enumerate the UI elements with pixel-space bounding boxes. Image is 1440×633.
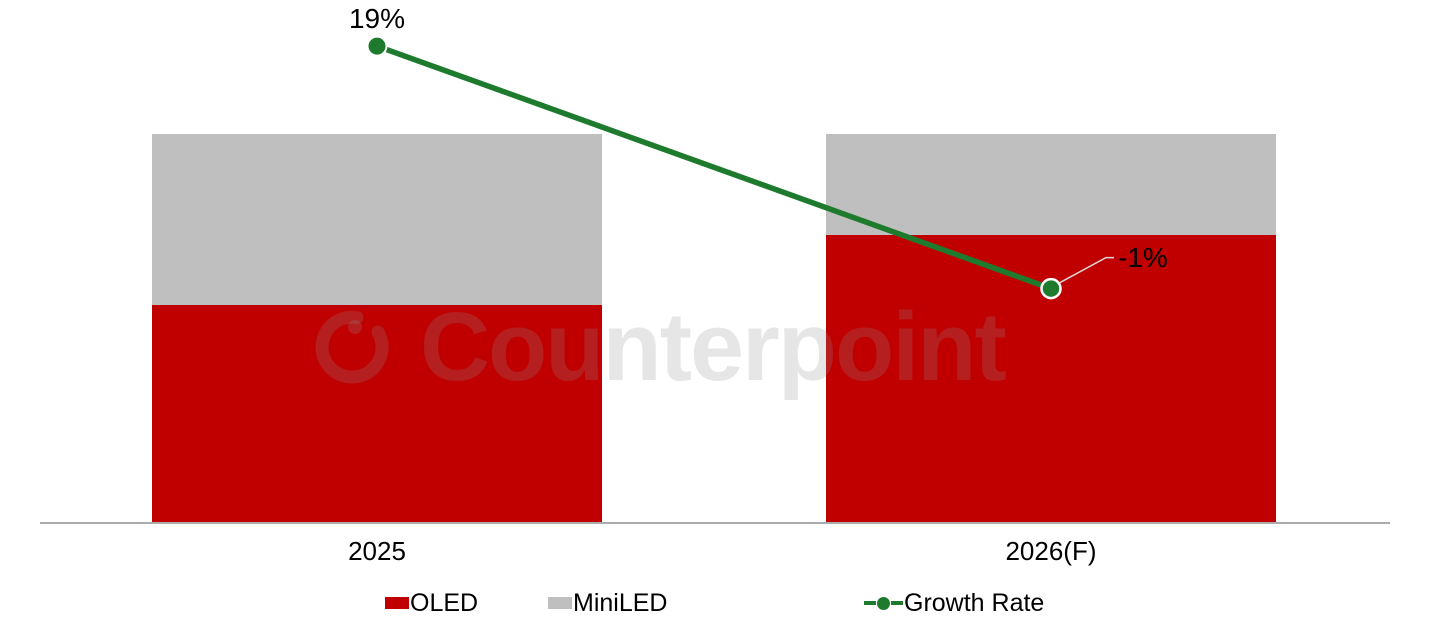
bar-2025-oled-segment <box>152 304 602 522</box>
legend-item-oled: OLED <box>385 588 478 618</box>
legend: OLED MiniLED Growth Rate <box>0 588 1440 620</box>
growth-rate-line-dot-icon <box>864 596 903 610</box>
legend-label-growth-rate: Growth Rate <box>904 588 1045 617</box>
x-tick-label-2026f: 2026(F) <box>1005 536 1097 566</box>
legend-item-miniled: MiniLED <box>548 588 667 618</box>
bar-2025-miniled-segment <box>152 134 602 305</box>
bar-2026f-miniled-segment <box>826 134 1276 235</box>
legend-item-growth-rate: Growth Rate <box>864 588 1044 618</box>
growth-marker-2025 <box>366 35 388 57</box>
x-axis-line <box>40 522 1390 524</box>
bar-2026f-oled-segment <box>826 234 1276 522</box>
x-tick-label-2025: 2025 <box>348 536 406 566</box>
legend-label-oled: OLED <box>410 588 479 617</box>
oled-swatch-icon <box>385 597 409 609</box>
miniled-swatch-icon <box>548 597 572 609</box>
growth-label-2025: 19% <box>348 3 406 35</box>
legend-label-miniled: MiniLED <box>573 588 668 617</box>
growth-label-2026f: -1% <box>1118 241 1168 273</box>
